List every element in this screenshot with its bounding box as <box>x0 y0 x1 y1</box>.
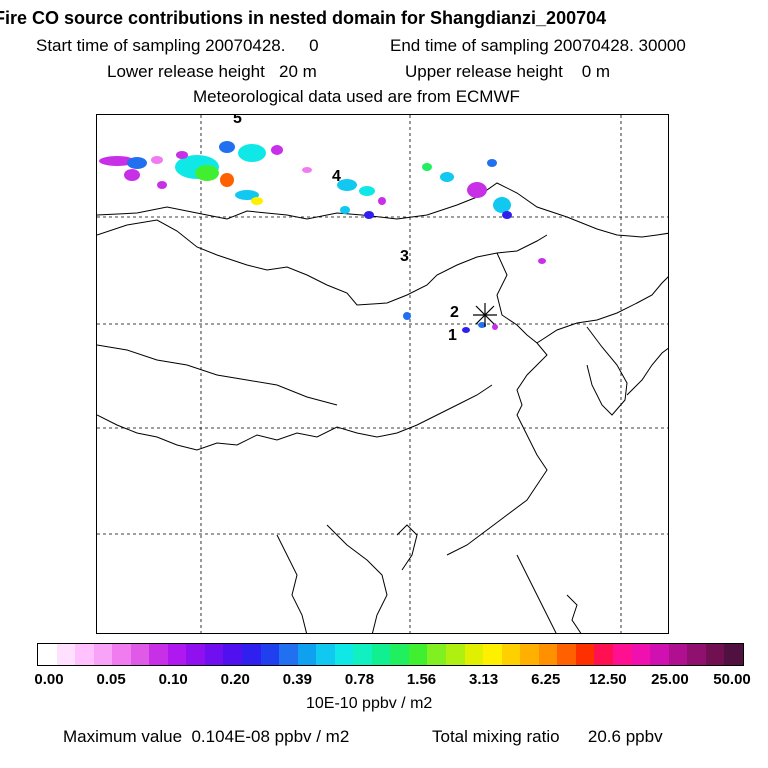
colorbar-segment <box>223 644 243 665</box>
colorbar-segment <box>130 644 150 665</box>
colorbar-segment <box>594 644 613 665</box>
colorbar-segment <box>687 644 706 665</box>
colorbar-segment <box>38 644 57 665</box>
colorbar-segment <box>334 644 354 665</box>
colorbar-tick-label: 0.10 <box>158 671 188 688</box>
label-4: 4 <box>332 168 341 185</box>
colorbar-segment <box>538 644 558 665</box>
colorbar-segment <box>705 644 725 665</box>
station-asterisk-icon <box>473 303 497 327</box>
colorbar-segment <box>464 644 484 665</box>
colorbar-segment <box>112 644 131 665</box>
colorbar-tick-label: 1.56 <box>406 671 437 688</box>
colorbar-tick-label: 0.00 <box>34 671 64 688</box>
colorbar-segment <box>353 644 372 665</box>
colorbar-tick-label: 3.13 <box>469 671 499 688</box>
colorbar-tick-label: 12.50 <box>589 671 627 688</box>
colorbar-segment <box>204 644 224 665</box>
colorbar-tick-label: 6.25 <box>531 671 561 688</box>
colorbar-segment <box>724 644 743 665</box>
colorbar-segment <box>520 644 539 665</box>
colorbar-tick-label: 0.78 <box>344 671 375 688</box>
colorbar-tick-label: 25.00 <box>651 671 689 688</box>
met-data-label: Meteorological data used are from ECMWF <box>193 87 520 106</box>
colorbar-segment <box>557 644 576 665</box>
coastlines-borders <box>97 182 668 633</box>
colorbar-segment <box>575 644 595 665</box>
point-labels: 5 4 3 2 1 <box>233 115 459 344</box>
colorbar-segment <box>483 644 502 665</box>
colorbar-segment <box>93 644 113 665</box>
colorbar-segment <box>612 644 632 665</box>
colorbar-segment <box>260 644 280 665</box>
colorbar-segment <box>186 644 205 665</box>
colorbar-segment <box>650 644 669 665</box>
start-time-label: Start time of sampling 20070428. 0 <box>36 36 319 55</box>
label-3: 3 <box>400 248 409 265</box>
max-value-label: Maximum value 0.104E-08 ppbv / m2 <box>63 727 350 746</box>
colorbar-segment <box>390 644 409 665</box>
lower-release-height: Lower release height 20 m <box>107 62 317 81</box>
label-2: 2 <box>450 304 459 321</box>
colorbar-segment <box>75 644 94 665</box>
upper-release-height: Upper release height 0 m <box>405 62 611 81</box>
colorbar-segment <box>501 644 521 665</box>
colorbar-segment <box>149 644 168 665</box>
label-5: 5 <box>233 115 242 127</box>
colorbar-segment <box>297 644 317 665</box>
colorbar-segment <box>427 644 447 665</box>
colorbar-segment <box>279 644 298 665</box>
colorbar-segment <box>167 644 187 665</box>
colorbar-segment <box>316 644 335 665</box>
colorbar <box>37 643 744 666</box>
colorbar-tick-label: 0.05 <box>96 671 126 688</box>
colorbar-tick-label: 0.20 <box>220 671 250 688</box>
colorbar-segment <box>631 644 651 665</box>
colorbar-segment <box>371 644 391 665</box>
map-canvas: 5 4 3 2 1 <box>97 115 668 633</box>
colorbar-segment <box>668 644 688 665</box>
colorbar-segment <box>56 644 76 665</box>
end-time-label: End time of sampling 20070428. 30000 <box>390 36 686 55</box>
map-panel: 5 4 3 2 1 <box>96 114 669 634</box>
colorbar-segment <box>242 644 261 665</box>
colorbar-tick-label: 50.00 <box>713 671 751 688</box>
emission-patches <box>99 141 546 333</box>
total-mixing-ratio: Total mixing ratio 20.6 ppbv <box>432 727 663 746</box>
colorbar-tick-label: 0.39 <box>282 671 312 688</box>
colorbar-segment <box>446 644 465 665</box>
graticule <box>97 115 668 633</box>
colorbar-segment <box>408 644 428 665</box>
colorbar-unit: 10E-10 ppbv / m2 <box>306 695 433 712</box>
map-title: Fire CO source contributions in nested d… <box>0 8 607 28</box>
label-1: 1 <box>448 327 457 344</box>
